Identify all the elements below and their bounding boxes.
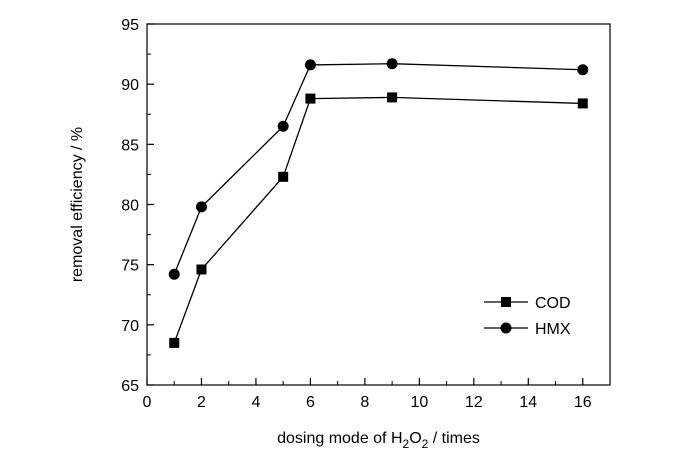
y-axis: 65 70 75 80 85 90 95 [121, 17, 154, 395]
data-point-hmx [195, 201, 207, 213]
data-point-cod [387, 92, 398, 103]
data-point-hmx [168, 268, 180, 280]
x-axis-title-subscript: 2 [422, 437, 429, 451]
y-tick-label: 65 [121, 378, 139, 395]
legend-marker-hmx [500, 322, 512, 334]
x-axis-title-part: / times [428, 430, 480, 447]
x-axis-title: dosing mode of H2O2 / times [277, 430, 480, 451]
x-axis: 0 2 4 6 8 10 12 14 16 [143, 378, 592, 411]
x-tick-label: 10 [410, 394, 428, 411]
y-axis-title: removal efficiency / % [69, 127, 86, 282]
x-axis-title-part: O [409, 430, 421, 447]
y-tick-label: 70 [121, 318, 139, 335]
y-tick-label: 95 [121, 17, 139, 34]
x-tick-label: 12 [465, 394, 483, 411]
y-tick-label: 80 [121, 198, 139, 215]
data-point-hmx [277, 120, 289, 132]
legend-label-hmx: HMX [535, 321, 571, 338]
x-tick-label: 0 [143, 394, 152, 411]
data-point-cod [196, 264, 207, 275]
legend-marker-cod [501, 297, 511, 307]
series-layer [168, 58, 589, 348]
x-tick-label: 14 [519, 394, 537, 411]
x-axis-title-part: dosing mode of H [277, 430, 402, 447]
x-tick-label: 4 [251, 394, 260, 411]
legend: COD HMX [484, 295, 571, 338]
data-point-hmx [386, 58, 398, 70]
data-point-cod [278, 171, 289, 182]
legend-label-cod: COD [535, 295, 571, 312]
y-tick-label: 85 [121, 137, 139, 154]
x-axis-title-subscript: 2 [403, 437, 410, 451]
x-tick-label: 2 [197, 394, 206, 411]
data-point-cod [169, 337, 180, 348]
series-line-cod [173, 96, 583, 344]
data-point-cod [305, 93, 316, 104]
data-point-hmx [304, 59, 316, 71]
y-tick-label: 90 [121, 77, 139, 94]
y-tick-label: 75 [121, 258, 139, 275]
x-tick-label: 16 [574, 394, 592, 411]
data-point-cod [577, 98, 588, 109]
x-tick-label: 8 [360, 394, 369, 411]
x-tick-label: 6 [306, 394, 315, 411]
data-point-hmx [577, 64, 589, 76]
series-line-hmx [173, 63, 583, 275]
